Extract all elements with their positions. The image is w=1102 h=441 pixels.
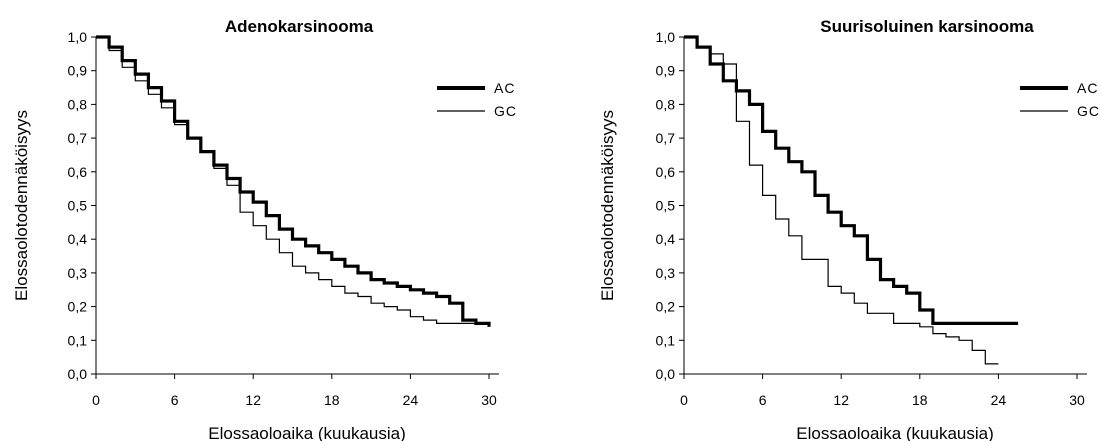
y-tick-label: 0,3 xyxy=(68,265,88,281)
y-tick-label: 0,5 xyxy=(68,198,88,214)
y-tick-label: 0,2 xyxy=(656,299,676,315)
x-tick-label: 6 xyxy=(759,392,767,408)
x-axis-title: Elossaoloaika (kuukausia) xyxy=(208,424,406,441)
x-tick-label: 6 xyxy=(171,392,179,408)
x-tick-label: 0 xyxy=(680,392,688,408)
x-tick-label: 18 xyxy=(912,392,928,408)
legend-label-gc: GC xyxy=(494,103,517,119)
y-tick-label: 0,1 xyxy=(656,332,676,348)
x-tick-label: 30 xyxy=(1069,392,1085,408)
y-tick-label: 0,4 xyxy=(68,231,88,247)
x-tick-label: 30 xyxy=(481,392,497,408)
x-tick-label: 12 xyxy=(245,392,261,408)
x-tick-label: 0 xyxy=(92,392,100,408)
x-tick-label: 24 xyxy=(403,392,419,408)
x-tick-label: 18 xyxy=(324,392,340,408)
y-tick-label: 1,0 xyxy=(656,29,676,45)
y-tick-label: 0,9 xyxy=(68,63,88,79)
y-tick-label: 0,8 xyxy=(68,96,88,112)
y-tick-label: 0,3 xyxy=(656,265,676,281)
y-tick-label: 0,7 xyxy=(656,130,676,146)
chart-title: Adenokarsinooma xyxy=(225,17,374,36)
y-tick-label: 0,9 xyxy=(656,63,676,79)
y-tick-label: 0,0 xyxy=(656,366,676,382)
x-tick-label: 24 xyxy=(991,392,1007,408)
series-line-gc xyxy=(684,36,999,365)
y-tick-label: 0,1 xyxy=(68,332,88,348)
legend-label-ac: AC xyxy=(494,80,515,96)
chart-suurisoluinen-karsinooma: Suurisoluinen karsinooma 0,0 0,1 0,2 0,3 0,4 0… xyxy=(598,17,1100,441)
y-tick-label: 0,6 xyxy=(656,164,676,180)
series-line-ac xyxy=(684,35,1019,325)
y-tick-label: 0,7 xyxy=(68,130,88,146)
y-tick-label: 0,6 xyxy=(68,164,88,180)
y-tick-label: 0,2 xyxy=(68,299,88,315)
chart-panel-adenokarsinooma: Adenokarsinooma 0,0 0,1 0,2 0,3 0,4 0,5 0,6 0,7 0… xyxy=(12,17,517,441)
series-line-ac xyxy=(96,35,491,327)
chart-title: Suurisoluinen karsinooma xyxy=(820,17,1034,36)
y-axis-title: Elossaolotodennäköisyys xyxy=(598,110,617,301)
y-axis-title: Elossaolotodennäköisyys xyxy=(12,110,31,301)
chart-adenokarsinooma: Adenokarsinooma 0,0 0,1 0,2 0,3 0,4 0,5 0,6 0,7 0… xyxy=(12,17,517,441)
x-axis-title: Elossaoloaika (kuukausia) xyxy=(796,424,994,441)
series-line-gc xyxy=(96,36,490,327)
legend-label-gc: GC xyxy=(1077,103,1100,119)
y-tick-label: 0,5 xyxy=(656,198,676,214)
y-tick-label: 0,4 xyxy=(656,231,676,247)
y-tick-label: 0,8 xyxy=(656,96,676,112)
y-tick-label: 0,0 xyxy=(68,366,88,382)
y-tick-label: 1,0 xyxy=(68,29,88,45)
x-tick-label: 12 xyxy=(833,392,849,408)
chart-panel-suurisoluinen: Suurisoluinen karsinooma 0,0 0,1 0,2 0,3 0,4 0… xyxy=(551,0,1102,441)
legend-label-ac: AC xyxy=(1077,80,1098,96)
